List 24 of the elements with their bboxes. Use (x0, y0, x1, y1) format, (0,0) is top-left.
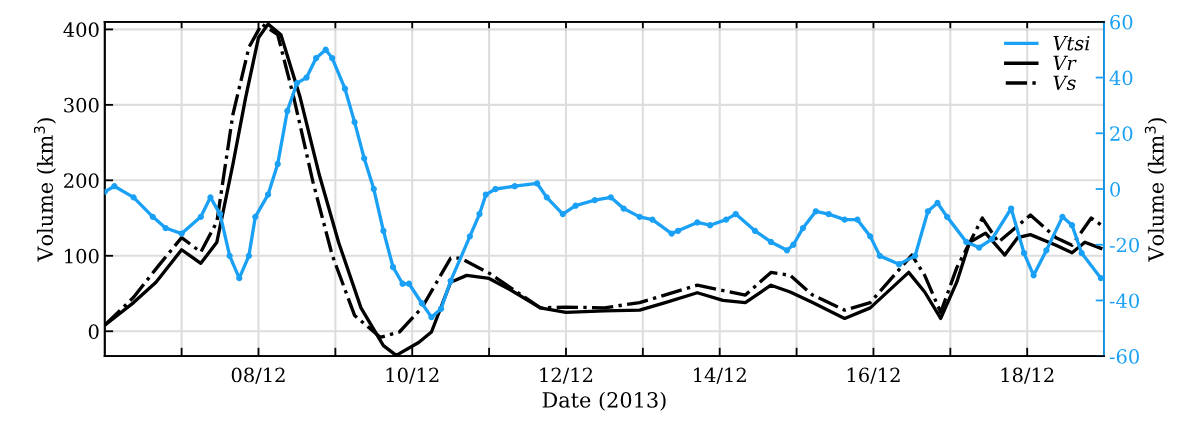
legend-label: Vtsi (1053, 35, 1090, 51)
x-tick-label: 08/12 (231, 367, 285, 384)
x-tick-label: 14/12 (694, 367, 746, 384)
y2-tick-label: 40 (1109, 70, 1133, 86)
y2-tick-label: 60 (1110, 14, 1133, 30)
y2-tick-label: 0 (1110, 181, 1121, 197)
x-tick-label: 18/12 (1001, 367, 1054, 384)
y-tick-label: 400 (63, 22, 99, 38)
y-tick-label: 300 (64, 97, 99, 113)
y2-tick-label: -60 (1109, 349, 1139, 364)
y-tick-label: 100 (65, 248, 99, 264)
y-axis-title: Volume (km$^{3}$) (33, 118, 56, 262)
y2-tick-label: -40 (1109, 293, 1139, 309)
legend-label: Vs (1053, 75, 1076, 91)
y-tick-label: 0 (88, 324, 99, 339)
x-tick-label: 16/12 (847, 367, 900, 384)
y2-tick-label: 20 (1110, 126, 1133, 141)
y2-axis-title: Volume (km$^{3}$) (1144, 118, 1167, 262)
x-axis-title: Date (2013) (542, 391, 666, 411)
legend-label: Vr (1053, 55, 1077, 71)
x-tick-label: 12/12 (540, 367, 593, 384)
y-tick-label: 200 (64, 173, 99, 188)
y2-tick-label: -20 (1109, 237, 1139, 253)
x-tick-label: 10/12 (386, 367, 439, 384)
